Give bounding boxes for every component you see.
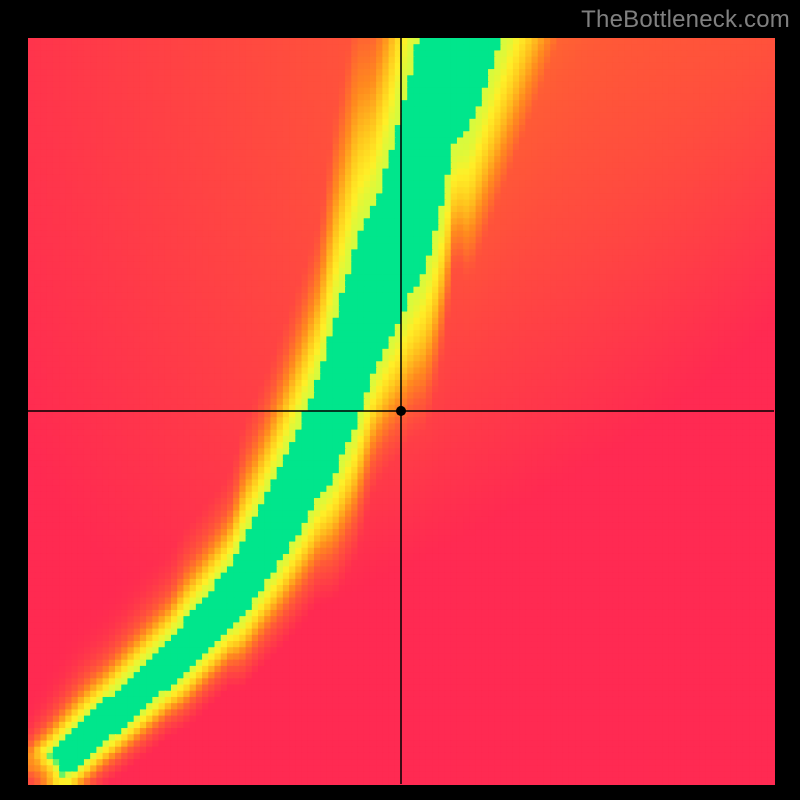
watermark-text: TheBottleneck.com [581,6,790,34]
chart-container: TheBottleneck.com [0,0,800,800]
heatmap-canvas [0,0,800,800]
